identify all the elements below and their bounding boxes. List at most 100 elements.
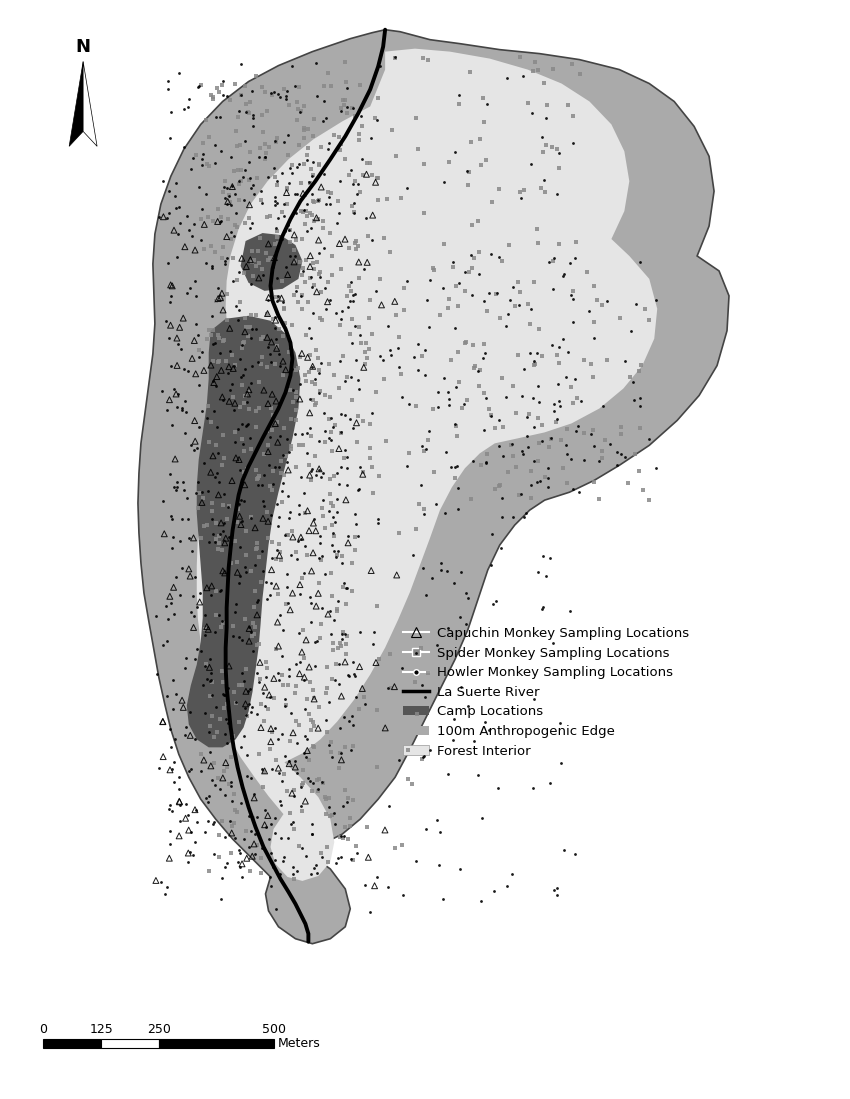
Point: [293, 586, 307, 603]
Point: [285, 315, 298, 333]
Point: [175, 691, 189, 709]
Point: [237, 265, 251, 282]
Point: [333, 719, 347, 736]
Point: [229, 695, 242, 712]
Point: [432, 384, 445, 401]
Point: [613, 309, 626, 326]
Point: [160, 687, 173, 704]
Point: [247, 835, 261, 853]
Point: [295, 777, 309, 795]
Point: [208, 243, 222, 260]
Point: [346, 852, 360, 869]
Point: [332, 440, 346, 457]
Point: [287, 253, 301, 270]
Point: [214, 212, 228, 230]
Point: [236, 435, 250, 453]
Point: [304, 220, 318, 237]
Point: [173, 586, 187, 603]
Point: [577, 452, 591, 469]
Point: [290, 384, 303, 401]
Point: [517, 360, 530, 378]
Point: [295, 345, 309, 363]
Point: [566, 108, 580, 125]
Point: [225, 177, 239, 195]
Point: [221, 679, 235, 697]
Point: [363, 154, 377, 171]
Point: [336, 347, 349, 365]
Point: [437, 890, 451, 908]
Point: [291, 293, 304, 311]
Point: [271, 664, 285, 681]
Point: [209, 436, 223, 454]
Point: [172, 225, 185, 243]
Point: [293, 103, 307, 121]
Point: [297, 201, 310, 219]
Point: [343, 410, 357, 428]
Point: [268, 248, 281, 266]
Point: [230, 513, 243, 531]
Point: [261, 529, 275, 546]
Point: [388, 292, 401, 310]
Point: [264, 733, 278, 751]
Point: [240, 706, 253, 723]
Point: [303, 175, 316, 192]
Point: [184, 761, 198, 778]
Point: [287, 286, 301, 303]
Point: [333, 173, 347, 190]
Point: [204, 464, 218, 481]
Point: [351, 407, 365, 424]
Point: [326, 634, 339, 652]
Point: [282, 510, 296, 528]
Point: [369, 382, 382, 400]
Point: [333, 352, 347, 369]
Point: [296, 425, 309, 443]
Point: [326, 515, 339, 533]
Point: [390, 566, 404, 584]
Point: [242, 209, 256, 226]
Point: [235, 334, 249, 352]
Point: [283, 732, 297, 750]
Point: [478, 335, 491, 353]
Point: [364, 291, 377, 309]
Point: [207, 776, 221, 793]
Point: [278, 526, 292, 544]
Point: [492, 437, 506, 455]
Point: [169, 385, 183, 402]
Point: [303, 247, 317, 265]
Point: [501, 69, 514, 87]
Point: [324, 495, 337, 512]
Point: [174, 341, 188, 358]
Point: [338, 231, 352, 248]
Point: [338, 373, 352, 390]
Point: [313, 630, 326, 647]
Point: [164, 276, 178, 293]
Point: [236, 191, 250, 209]
Point: [268, 159, 281, 177]
Point: [533, 473, 547, 490]
Point: [513, 296, 526, 313]
Point: [381, 878, 394, 896]
Point: [348, 108, 362, 125]
Point: [190, 598, 204, 615]
Point: [301, 444, 314, 462]
Point: [252, 745, 265, 763]
Point: [461, 176, 474, 193]
Point: [422, 664, 435, 681]
Point: [334, 135, 348, 153]
Point: [253, 230, 267, 247]
Point: [566, 282, 580, 300]
Point: [264, 85, 278, 102]
Point: [258, 678, 271, 696]
Point: [468, 249, 481, 267]
Point: [182, 221, 196, 238]
Point: [321, 64, 335, 81]
Point: [331, 602, 344, 620]
Point: [226, 249, 240, 267]
Point: [500, 877, 513, 895]
Point: [550, 887, 564, 904]
Point: [319, 711, 332, 729]
Point: [290, 93, 303, 111]
Point: [526, 779, 540, 797]
Point: [465, 259, 479, 277]
Point: [473, 377, 486, 395]
